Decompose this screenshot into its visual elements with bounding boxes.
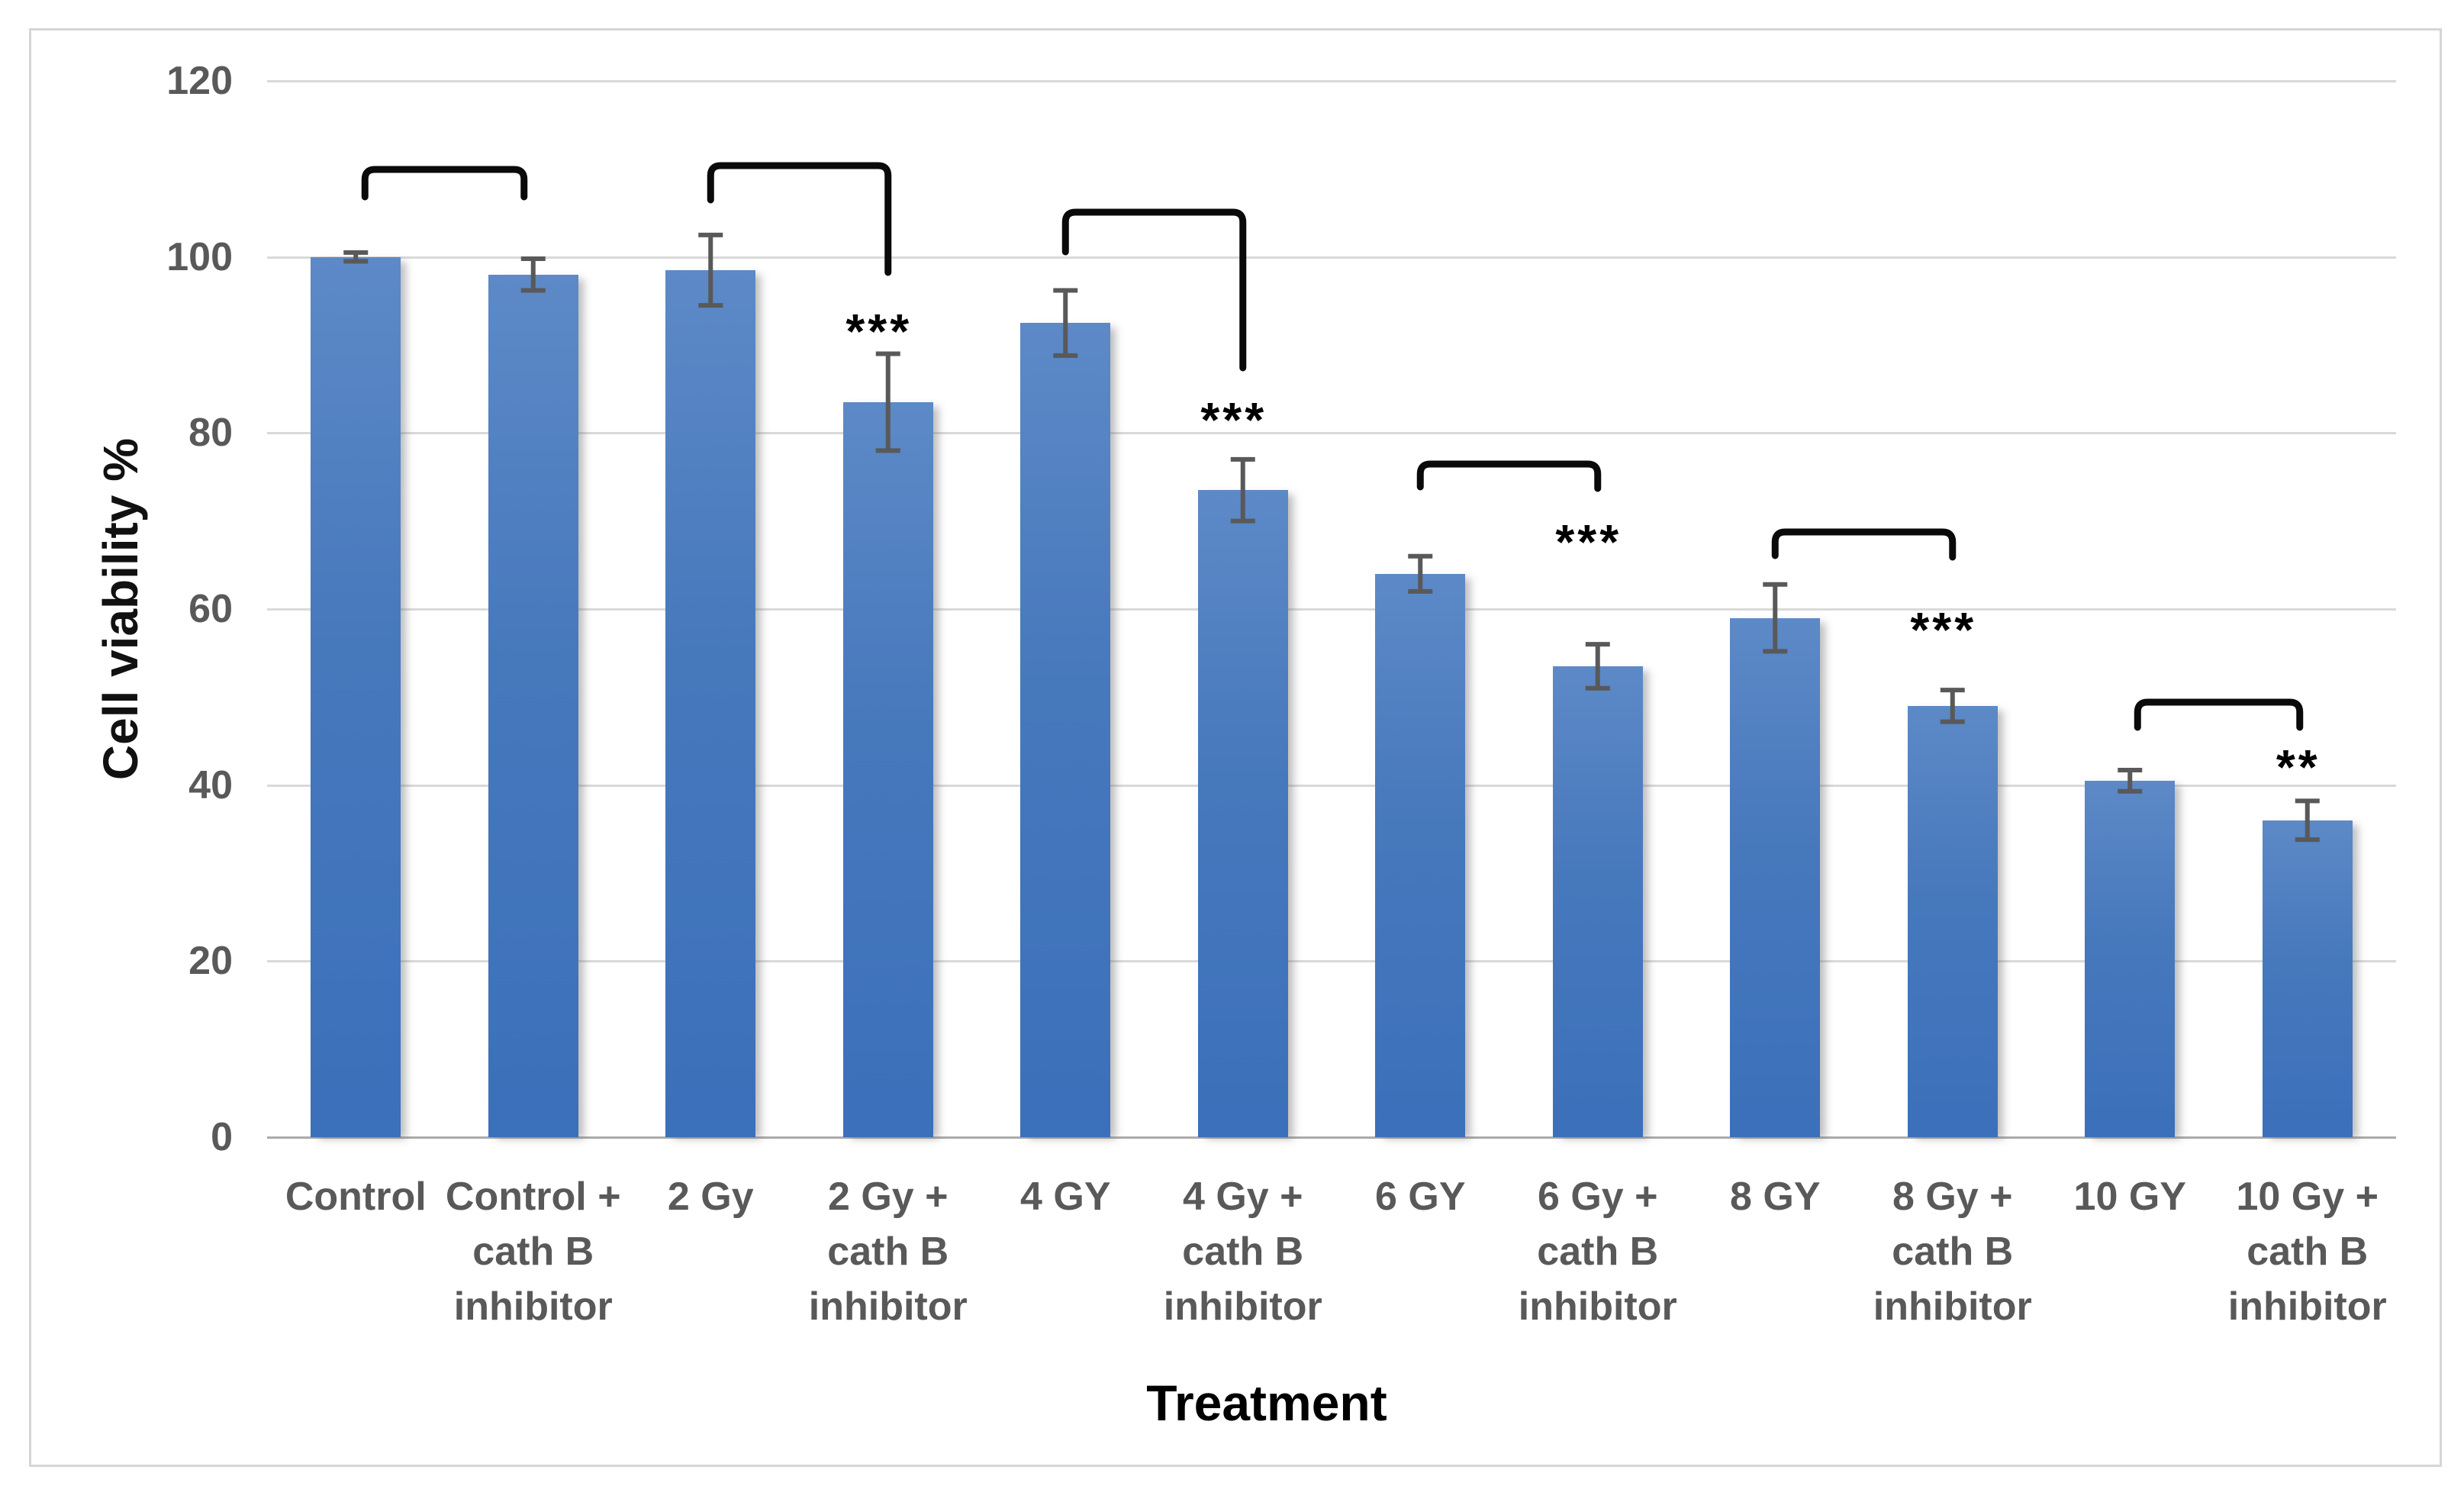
category-label-line: Control [285,1175,427,1219]
gridline-60 [267,608,2396,611]
category-label-1: Control [241,1169,470,1224]
category-label-line: inhibitor [2227,1285,2387,1329]
comparison-bracket-6 [2134,698,2304,731]
category-label-line: 6 GY [1375,1175,1466,1219]
comparison-bracket-1 [361,166,528,201]
gridline-100 [267,256,2396,259]
category-label-line: 6 Gy + [1537,1175,1658,1219]
comparison-bracket-4 [1416,460,1602,492]
significance-marker-3: *** [1555,514,1622,569]
category-label-line: Control + [445,1175,621,1219]
error-bar-2 [520,256,546,293]
category-label-line: inhibitor [1873,1285,2032,1329]
category-label-line: inhibitor [808,1285,968,1329]
category-label-11: 10 GY [2015,1169,2244,1224]
category-label-12: 10 Gy + cath B inhibitor [2193,1169,2422,1334]
category-label-line: cath B [1537,1230,1659,1274]
error-bar-4 [875,351,900,453]
x-axis-title: Treatment [1146,1375,1387,1431]
category-label-2: Control + cath B inhibitor [419,1169,648,1334]
y-tick-label-80: 80 [188,411,233,456]
error-bar-8 [1585,642,1610,691]
x-axis-line [267,1136,2396,1139]
category-label-line: 10 Gy + [2236,1175,2379,1219]
category-label-8: 6 Gy + cath B inhibitor [1483,1169,1712,1334]
category-label-line: inhibitor [1518,1285,1677,1329]
bar-control-cath-b-inhibitor [488,274,578,1137]
category-label-line: cath B [1182,1230,1304,1274]
error-bar-9 [1763,582,1788,654]
bar-6-gy [1375,573,1466,1137]
significance-marker-1: *** [845,304,913,359]
error-bar-7 [1408,553,1433,594]
y-tick-label-40: 40 [188,762,233,807]
significance-marker-4: *** [1910,602,1977,657]
significance-marker-5: ** [2276,740,2321,795]
category-label-3: 2 Gy [596,1169,825,1224]
category-label-line: 4 GY [1020,1175,1111,1219]
gridline-120 [267,80,2396,82]
category-label-line: 8 Gy + [1892,1175,2013,1219]
comparison-bracket-5 [1771,528,1957,561]
bar-2-gy [665,269,756,1137]
category-label-line: 10 GY [2073,1175,2186,1219]
bar-2-gy-cath-b-inhibitor [842,401,933,1137]
error-bar-12 [2295,798,2320,843]
comparison-bracket-2 [707,162,892,276]
category-label-line: inhibitor [1163,1285,1322,1329]
category-label-5: 4 GY [951,1169,1180,1224]
category-label-line: cath B [827,1230,949,1274]
bar-6-gy-cath-b-inhibitor [1552,666,1643,1137]
error-bar-11 [2118,768,2143,794]
bar-control [311,256,401,1137]
bar-4-gy [1020,323,1111,1137]
gridline-20 [267,960,2396,963]
bar-8-gy-cath-b-inhibitor [1907,705,1998,1137]
category-label-line: cath B [2247,1230,2369,1274]
category-label-10: 8 Gy + cath B inhibitor [1838,1169,2067,1334]
bar-4-gy-cath-b-inhibitor [1197,490,1288,1137]
bar-8-gy [1730,617,1821,1137]
bar-10-gy-cath-b-inhibitor [2262,820,2353,1137]
category-label-line: cath B [1892,1230,2014,1274]
bar-10-gy [2085,780,2176,1137]
category-label-line: cath B [472,1230,594,1274]
y-tick-label-60: 60 [188,587,233,631]
error-bar-6 [1230,456,1255,524]
y-axis-title: Cell viability % [93,437,148,781]
category-label-line: 2 Gy [667,1175,754,1219]
category-label-6: 4 Gy + cath B inhibitor [1129,1169,1358,1334]
comparison-bracket-3 [1061,208,1247,372]
y-tick-label-20: 20 [188,939,233,984]
error-bar-3 [698,232,723,308]
error-bar-10 [1940,688,1965,724]
y-tick-label-0: 0 [211,1115,233,1159]
gridline-40 [267,784,2396,787]
error-bar-5 [1053,288,1078,358]
error-bar-1 [343,250,369,264]
category-label-line: 8 GY [1730,1175,1821,1219]
y-tick-label-120: 120 [166,59,233,103]
significance-marker-2: *** [1200,392,1267,447]
category-label-9: 8 GY [1660,1169,1889,1224]
y-tick-label-100: 100 [166,234,233,279]
category-label-line: 4 Gy + [1182,1175,1303,1219]
category-label-4: 2 Gy + cath B inhibitor [774,1169,1003,1334]
gridline-80 [267,432,2396,435]
category-label-7: 6 GY [1306,1169,1535,1224]
category-label-line: 2 Gy + [827,1175,949,1219]
category-label-line: inhibitor [453,1285,613,1329]
